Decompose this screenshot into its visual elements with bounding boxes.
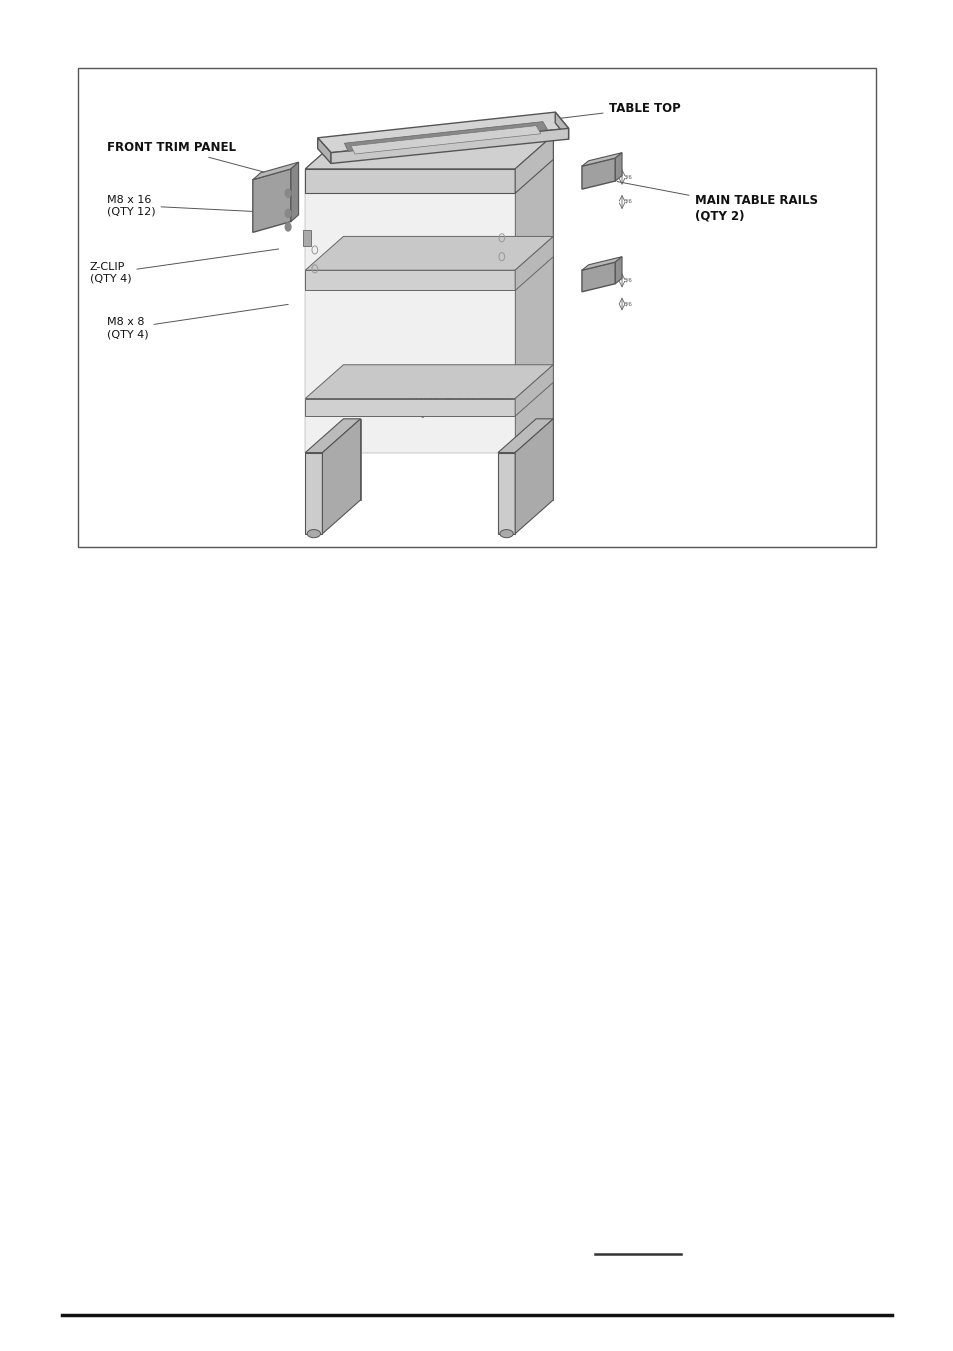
Polygon shape xyxy=(305,399,515,416)
Text: 3/6: 3/6 xyxy=(623,199,632,204)
Polygon shape xyxy=(291,162,298,222)
Polygon shape xyxy=(305,453,322,534)
Polygon shape xyxy=(317,112,568,153)
Polygon shape xyxy=(305,236,553,270)
Circle shape xyxy=(285,189,291,197)
Polygon shape xyxy=(317,138,331,163)
Text: MAIN TABLE
SIDE ASSEMBLY
(QTY 2): MAIN TABLE SIDE ASSEMBLY (QTY 2) xyxy=(377,374,513,419)
Polygon shape xyxy=(305,419,360,453)
Text: FRONT TRIM PANEL: FRONT TRIM PANEL xyxy=(107,141,279,176)
Text: 3/6: 3/6 xyxy=(623,174,632,180)
Polygon shape xyxy=(497,453,515,534)
Circle shape xyxy=(285,209,291,218)
Polygon shape xyxy=(555,112,568,139)
Polygon shape xyxy=(515,419,553,534)
Polygon shape xyxy=(536,419,553,500)
Polygon shape xyxy=(305,135,553,169)
Polygon shape xyxy=(497,419,553,453)
Polygon shape xyxy=(515,365,553,416)
Polygon shape xyxy=(581,257,621,270)
Polygon shape xyxy=(305,169,515,453)
Text: MAIN TABLE RAILS
(QTY 2): MAIN TABLE RAILS (QTY 2) xyxy=(617,181,817,222)
Text: M8 x 16
(QTY 12): M8 x 16 (QTY 12) xyxy=(107,195,291,216)
Polygon shape xyxy=(253,162,298,180)
Polygon shape xyxy=(515,135,553,193)
Text: Z-CLIP
(QTY 4): Z-CLIP (QTY 4) xyxy=(90,249,278,284)
Text: 3/6: 3/6 xyxy=(623,301,632,307)
Text: 3/6: 3/6 xyxy=(623,277,632,282)
Bar xyxy=(303,230,311,246)
Polygon shape xyxy=(305,169,515,193)
Polygon shape xyxy=(615,257,621,284)
Polygon shape xyxy=(515,236,553,290)
Polygon shape xyxy=(581,153,621,166)
Bar xyxy=(78,68,875,547)
Polygon shape xyxy=(253,169,291,232)
Polygon shape xyxy=(344,122,547,151)
Polygon shape xyxy=(515,135,553,453)
Text: M8 x 8
(QTY 4): M8 x 8 (QTY 4) xyxy=(107,304,288,339)
Polygon shape xyxy=(351,126,540,154)
Text: TABLE TOP: TABLE TOP xyxy=(524,101,679,123)
Polygon shape xyxy=(331,128,568,163)
Ellipse shape xyxy=(499,530,513,538)
Polygon shape xyxy=(322,419,360,534)
Circle shape xyxy=(285,223,291,231)
Polygon shape xyxy=(343,419,360,500)
Polygon shape xyxy=(581,158,615,189)
Polygon shape xyxy=(343,135,553,419)
Polygon shape xyxy=(305,270,515,290)
Polygon shape xyxy=(581,262,615,292)
Polygon shape xyxy=(615,153,621,181)
Polygon shape xyxy=(305,365,553,399)
Polygon shape xyxy=(305,135,553,169)
Ellipse shape xyxy=(307,530,320,538)
